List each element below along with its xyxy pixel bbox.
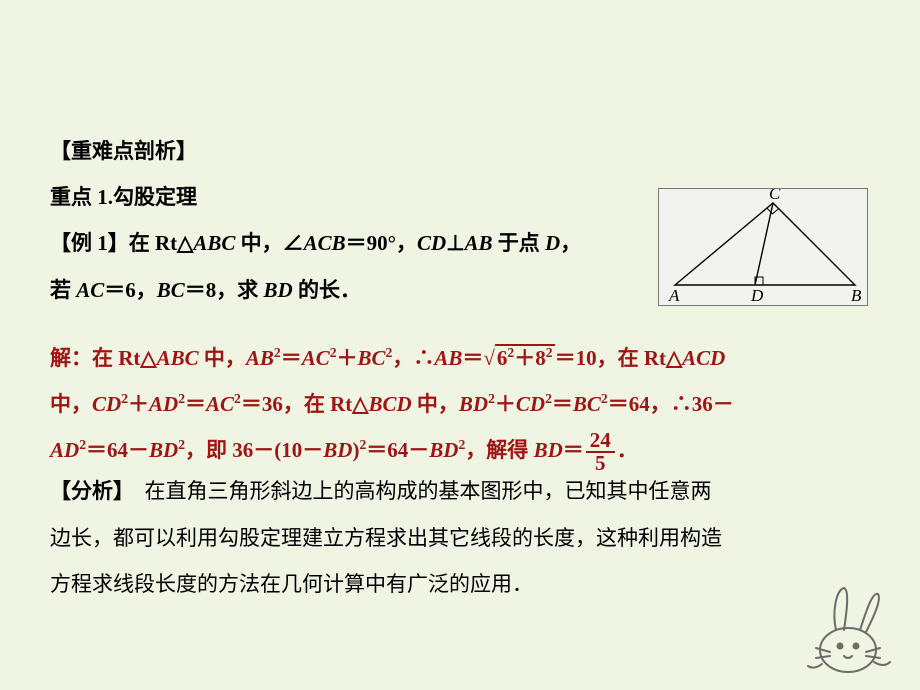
t: ＝36，在 Rt△ [241, 392, 369, 416]
sq: 2 [79, 437, 86, 452]
t: ＝64－ [86, 438, 149, 462]
analysis-line-2: 边长，都可以利用勾股定理建立方程求出其它线段的长度，这种利用构造 [50, 515, 870, 561]
plus: ＋ [495, 392, 516, 416]
sq: 2 [178, 437, 185, 452]
solution-line-1: 解：在 Rt△ABC 中，AB2＝AC2＋BC2，∴AB＝√62＋82＝10，在… [50, 335, 870, 381]
t: 若 [50, 278, 76, 302]
t: 中， [412, 392, 459, 416]
cd: CD [516, 392, 545, 416]
perp: ⊥ [446, 231, 464, 255]
t: ＝90°， [346, 231, 417, 255]
triangle-shape [675, 203, 855, 285]
bunny-icon [786, 572, 906, 682]
eq: ＝ [552, 392, 573, 416]
ab: AB [434, 346, 462, 370]
ad: AD [149, 392, 178, 416]
radical-icon: √ [483, 346, 495, 370]
t: ， [560, 231, 581, 255]
ac: AC [76, 278, 104, 302]
ad: AD [50, 438, 79, 462]
eq: ＝ [462, 346, 483, 370]
bd: BD [264, 278, 293, 302]
plus: ＋ [337, 346, 358, 370]
label-d: D [750, 286, 764, 305]
tri-abc: ABC [193, 231, 235, 255]
dot: ． [617, 438, 638, 462]
t: 的长． [293, 278, 361, 302]
bd: BD [429, 438, 458, 462]
section-heading: 【重难点剖析】 [50, 128, 870, 174]
plus: ＋ [128, 392, 149, 416]
solution-line-3: AD2＝64－BD2，即 36－(10－BD)2＝64－BD2，解得 BD＝24… [50, 427, 870, 474]
sq: 2 [234, 391, 241, 406]
n: 6 [497, 346, 508, 370]
sqrt-expr: √62＋82 [483, 335, 554, 381]
cd: CD [417, 231, 446, 255]
bd: BD [459, 392, 488, 416]
t: ＝64，∴36－ [608, 392, 734, 416]
angle-acb: ACB [304, 231, 346, 255]
slide-page: 【重难点剖析】 重点 1.勾股定理 【例 1】在 Rt△ABC 中，∠ACB＝9… [0, 0, 920, 690]
sq: 2 [488, 391, 495, 406]
example-label: 【例 1】 [50, 231, 129, 255]
analysis-line-3: 方程求线段长度的方法在几何计算中有广泛的应用． [50, 561, 870, 607]
analysis-line-1: 【分析】 在直角三角形斜边上的高构成的基本图形中，已知其中任意两 [50, 468, 870, 514]
cd: CD [92, 392, 121, 416]
ab: AB [465, 231, 493, 255]
bcd: BCD [368, 392, 411, 416]
D: D [545, 231, 560, 255]
bc: BC [157, 278, 185, 302]
bd: BD [149, 438, 178, 462]
n: 8 [535, 346, 546, 370]
bc: BC [573, 392, 601, 416]
p: ＋ [514, 346, 535, 370]
sq: 2 [601, 391, 608, 406]
spacer [50, 313, 870, 335]
t: ＝10，在 Rt△ [555, 346, 683, 370]
fraction-num: 24 [586, 430, 615, 453]
bd: BD [534, 438, 563, 462]
sq: 2 [274, 345, 281, 360]
abc: ABC [157, 346, 199, 370]
t: ，解得 [465, 438, 533, 462]
label-b: B [851, 286, 862, 305]
eq: ＝ [281, 346, 302, 370]
label-a: A [668, 286, 680, 305]
sq: 2 [330, 345, 337, 360]
acd: ACD [682, 346, 725, 370]
sq: 2 [178, 391, 185, 406]
sq: 2 [121, 391, 128, 406]
top-spacer [50, 40, 870, 128]
bc: BC [358, 346, 386, 370]
t: 中， [199, 346, 246, 370]
analysis-label: 【分析】 [50, 479, 145, 503]
sq: 2 [545, 391, 552, 406]
t: 在直角三角形斜边上的高构成的基本图形中，已知其中任意两 [145, 479, 712, 503]
t: ＝6， [104, 278, 157, 302]
ac: AC [302, 346, 330, 370]
p: 2 [546, 345, 553, 360]
right-angle-c [767, 208, 779, 214]
solution-line-2: 中，CD2＋AD2＝AC2＝36，在 Rt△BCD 中，BD2＋CD2＝BC2＝… [50, 381, 870, 427]
t: ＝64－ [366, 438, 429, 462]
t: ，∴ [392, 346, 434, 370]
t: ＝8，求 [185, 278, 264, 302]
t: 中，∠ [235, 231, 303, 255]
eq: ＝ [185, 392, 206, 416]
t: ，即 36－(10－ [185, 438, 323, 462]
t: 在 Rt△ [129, 231, 194, 255]
t: 于点 [493, 231, 546, 255]
triangle-svg: A B C D [659, 189, 867, 305]
ab: AB [246, 346, 274, 370]
ac: AC [206, 392, 234, 416]
t: 解：在 Rt△ [50, 346, 157, 370]
triangle-figure: A B C D [658, 188, 868, 306]
t: 中， [50, 392, 92, 416]
eq: ＝ [563, 438, 584, 462]
label-c: C [769, 189, 781, 203]
bd: BD [323, 438, 352, 462]
